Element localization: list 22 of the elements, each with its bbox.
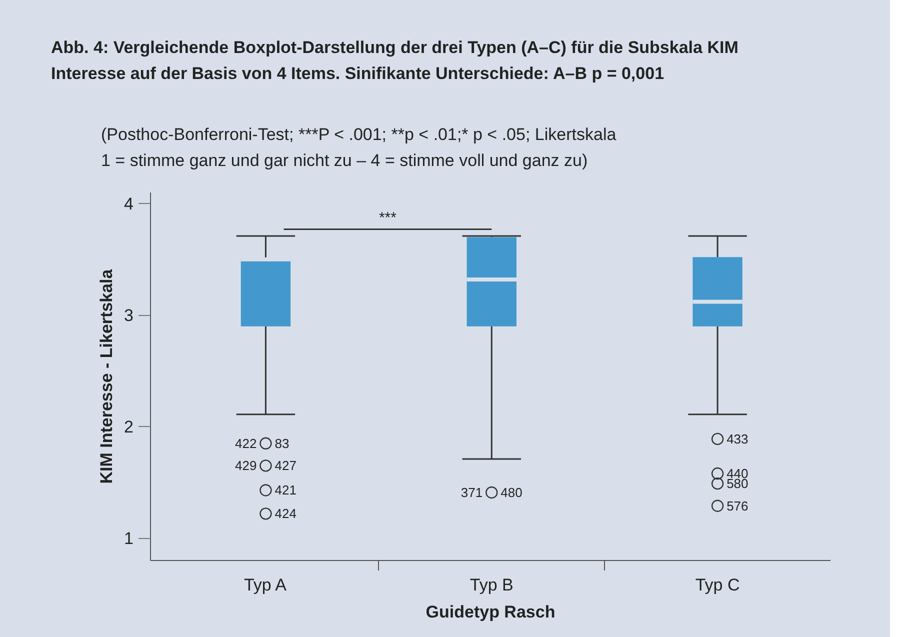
x-tick-label: Typ A [244,576,288,594]
annotation: 371 [460,484,483,500]
annotation: 433 [726,431,748,446]
chart-subtitle: (Posthoc-Bonferroni-Test; ***P < .001; **p < .01;* p < .05; Likertskala 1 = stimme ganz und gar nicht zu – 4 = stimme voll und ganz zu) [101,124,616,172]
annotation: 427 [274,458,296,474]
annotation: 429 [234,458,257,474]
x-tick-label: Typ C [695,576,740,594]
x-axis-title: Guidetyp Rasch [426,602,556,622]
annotation: *** [378,209,397,226]
y-tick-label: 2 [124,418,134,437]
annotation: 421 [274,482,296,498]
annotation: 83 [274,436,290,451]
annotation: 424 [274,506,296,522]
annotation: 576 [726,498,748,514]
annotation: 480 [500,484,522,500]
annotation: 422 [234,436,257,451]
y-tick-label: 1 [124,529,134,548]
y-tick-label: 3 [124,306,134,326]
y-tick-label: 4 [124,194,134,214]
x-tick-label: Typ B [470,576,514,594]
y-axis-title: KIM Interesse - Likertskala [97,268,116,484]
chart-title: Abb. 4: Vergleichende Boxplot-Darstellung der drei Typen (A–C) für die Subskala KIM Interesse auf der Basis von 4 Items. Sinifikante Unterschiede: A–B p = 0,001 [51,37,738,85]
